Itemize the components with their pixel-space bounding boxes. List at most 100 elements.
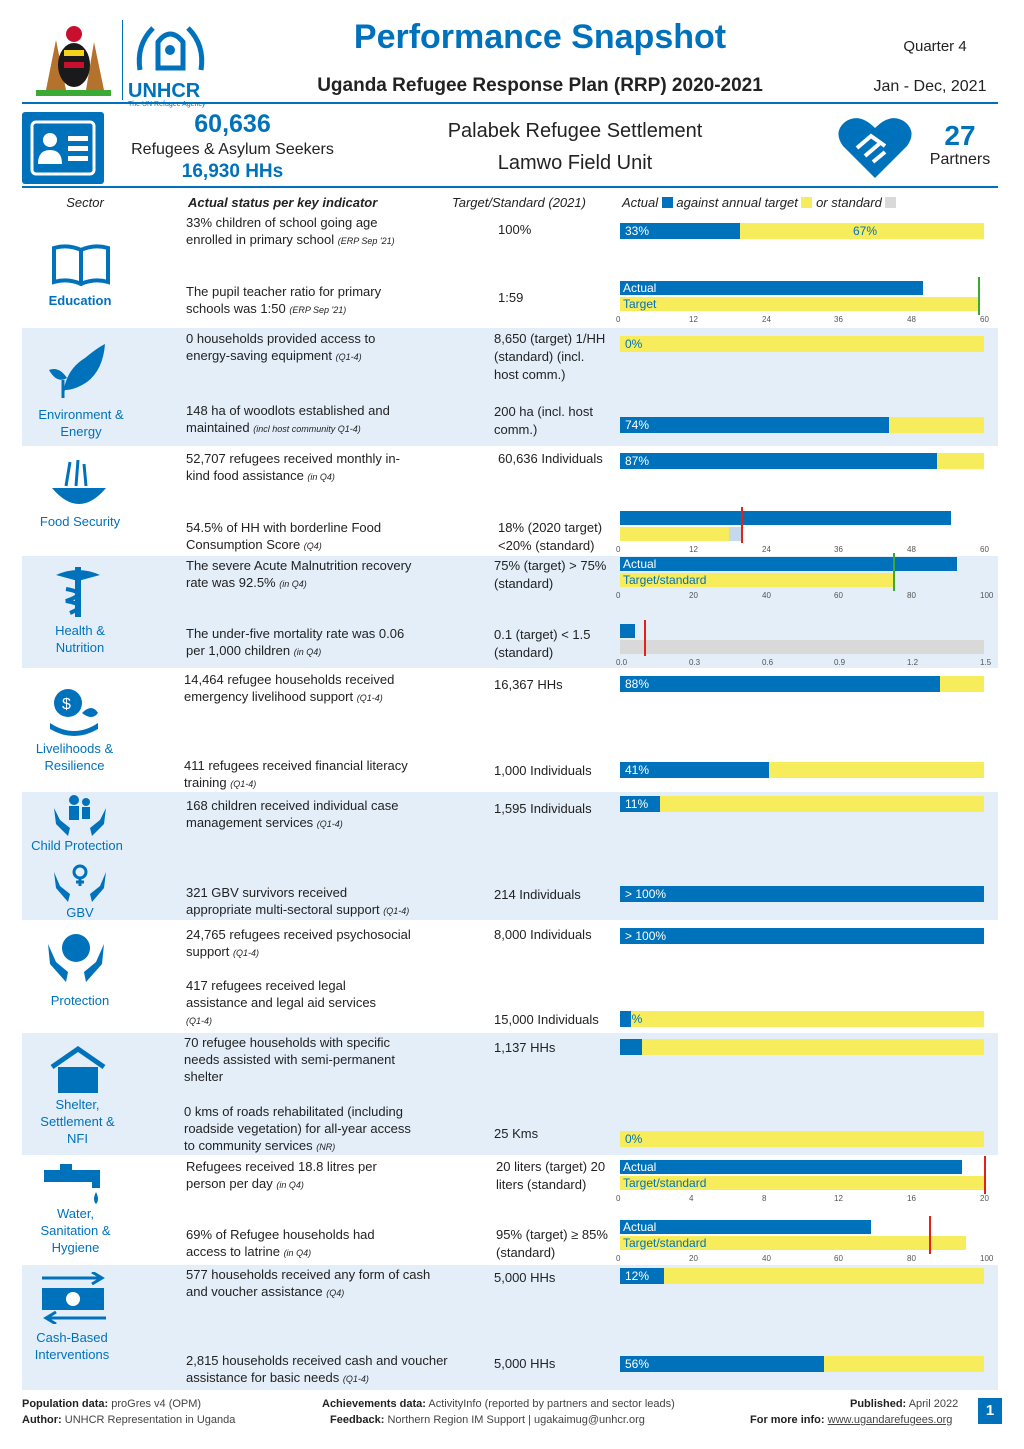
bar-label-liv1: 88% <box>625 677 650 691</box>
partners-count: 27 <box>944 120 976 151</box>
child-protection-icon <box>52 794 108 843</box>
indicator-cash1: 577 households received any form of cash… <box>186 1267 431 1299</box>
axis-tick-ed2-2: 24 <box>762 315 771 324</box>
bar-label-target-ed2: Target <box>623 297 657 311</box>
axis-tick-health1-1: 20 <box>689 591 698 600</box>
sector-protection: Protection <box>50 993 110 1008</box>
food-bowl-icon <box>48 458 110 521</box>
bar-actual-ed1 <box>620 223 740 239</box>
sector-wash: Water, Sanitation & Hygiene <box>40 1206 111 1255</box>
unhcr-logo-subtext: The UN Refugee Agency <box>128 101 206 108</box>
logo-divider <box>122 20 123 100</box>
target-prot1: 8,000 Individuals <box>494 927 592 942</box>
bar-actual-sh1 <box>620 1039 642 1055</box>
target-ed2: 1:59 <box>498 290 524 305</box>
bar-liv2: 41% <box>620 762 984 778</box>
bar-actual-food2 <box>620 511 951 525</box>
axis-tick-wash1-3: 12 <box>834 1194 843 1203</box>
footer-more-info: For more info: www.ugandarefugees.org <box>750 1414 953 1426</box>
bar-target-cp1 <box>620 796 984 812</box>
axis-tick-wash1-1: 4 <box>689 1194 694 1203</box>
bar-target-sh2 <box>620 1131 984 1147</box>
target-food1: 60,636 Individuals <box>498 451 603 466</box>
indicator-ed2: The pupil teacher ratio for primary scho… <box>186 284 382 316</box>
period-label: Jan - Dec, 2021 <box>873 78 987 95</box>
bar-liv1: 88% <box>620 676 984 692</box>
indicator-prot2: 417 refugees received legal assistance a… <box>186 978 377 1026</box>
target-liv1: 16,367 HHs <box>494 677 563 692</box>
bar-actual-health2 <box>620 624 635 638</box>
axis-tick-ed2-3: 36 <box>834 315 843 324</box>
footer-author: Author: UNHCR Representation in Uganda <box>22 1414 236 1426</box>
axis-tick-food2-0: 0 <box>616 545 621 554</box>
indicator-food1: 52,707 refugees received monthly in-kind… <box>186 451 400 483</box>
axis-tick-food2-1: 12 <box>689 545 698 554</box>
bar-sh1: 6% <box>620 1039 984 1055</box>
legend-standard-swatch <box>885 197 897 208</box>
marker-health1 <box>893 553 895 591</box>
axis-tick-health2-5: 1.5 <box>980 658 992 667</box>
target-wash1: 20 liters (target) 20 liters (standard) <box>496 1159 606 1192</box>
footer-achievements-source: Achievements data: ActivityInfo (reporte… <box>322 1398 675 1410</box>
book-icon <box>50 242 112 293</box>
population-icon <box>22 112 104 184</box>
bar-target-food2 <box>620 527 729 541</box>
target-sh1: 1,137 HHs <box>494 1040 556 1055</box>
bar-label-food1: 87% <box>625 454 650 468</box>
indicator-sh1: 70 refugee households with specific need… <box>184 1035 395 1084</box>
axis-tick-health1-0: 0 <box>616 591 621 600</box>
target-liv2: 1,000 Individuals <box>494 763 592 778</box>
bar-label-target-wash1: Target/standard <box>623 1176 707 1190</box>
bar-food1: 87% <box>620 453 984 469</box>
handshake-icon <box>835 112 915 182</box>
axis-tick-wash2-4: 80 <box>907 1254 916 1263</box>
bar-actual-env2 <box>620 417 889 433</box>
legend-or-text: or standard <box>816 195 882 210</box>
bar-label-sh2: 0% <box>625 1132 643 1146</box>
bar-actual-cash1 <box>620 1268 664 1284</box>
sector-food: Food Security <box>39 514 121 529</box>
bar-label-right-ed1: 67% <box>853 224 878 238</box>
bar-label-target-wash2: Target/standard <box>623 1236 707 1250</box>
footer-website-link[interactable]: www.ugandarefugees.org <box>827 1414 953 1426</box>
marker-wash2 <box>929 1216 931 1254</box>
sector-gbv: GBV <box>66 905 94 920</box>
bar-sh2: 0% <box>620 1131 984 1147</box>
bar-actual-wash2 <box>620 1220 871 1234</box>
bar-label-env1: 0% <box>625 337 643 351</box>
axis-tick-health1-3: 60 <box>834 591 843 600</box>
footer-feedback: Feedback: Northern Region IM Support | u… <box>330 1414 645 1426</box>
target-gbv1: 214 Individuals <box>494 887 581 902</box>
bar-cash2: 56% <box>620 1356 984 1372</box>
bar-label-cash1: 12% <box>625 1269 650 1283</box>
bar-label-cash2: 56% <box>625 1357 650 1371</box>
target-ed1: 100% <box>498 222 532 237</box>
gbv-icon <box>52 862 108 909</box>
sector-shelter: Shelter, Settlement & NFI <box>40 1097 115 1146</box>
indicator-env2: 148 ha of woodlots established and maint… <box>186 403 390 435</box>
bar-target-ed2 <box>620 297 978 311</box>
bar-actual-ed2 <box>620 281 923 295</box>
axis-tick-health2-4: 1.2 <box>907 658 919 667</box>
axis-tick-ed2-0: 0 <box>616 315 621 324</box>
col-sector-header: Sector <box>66 195 104 210</box>
target-wash2: 95% (target) ≥ 85% (standard) <box>496 1227 608 1260</box>
page-subtitle: Uganda Refugee Response Plan (RRP) 2020-… <box>317 75 763 96</box>
target-food2: 18% (2020 target) <20% (standard) <box>498 520 603 553</box>
caduceus-icon <box>52 563 104 624</box>
bar-label-ed1: 33% <box>625 224 650 238</box>
sector-health: Health & Nutrition <box>55 623 105 655</box>
bar-label-prot2: 3% <box>625 1012 643 1026</box>
bar-env1: 0% <box>620 336 984 352</box>
footer-population-source: Population data: proGres v4 (OPM) <box>22 1398 202 1410</box>
target-health1: 75% (target) > 75% (standard) <box>494 558 607 591</box>
bar-label-target-health1: Target/standard <box>623 573 707 587</box>
leaf-icon <box>45 340 110 405</box>
bar-actual-cash2 <box>620 1356 824 1372</box>
households-count: 16,930 HHs <box>181 161 284 182</box>
partners-label: Partners <box>929 151 991 168</box>
uganda-coat-of-arms-logo <box>26 20 121 100</box>
target-cp1: 1,595 Individuals <box>494 801 592 816</box>
sector-environment: Environment & Energy <box>38 407 124 439</box>
bar-target-wash2 <box>620 1236 966 1250</box>
